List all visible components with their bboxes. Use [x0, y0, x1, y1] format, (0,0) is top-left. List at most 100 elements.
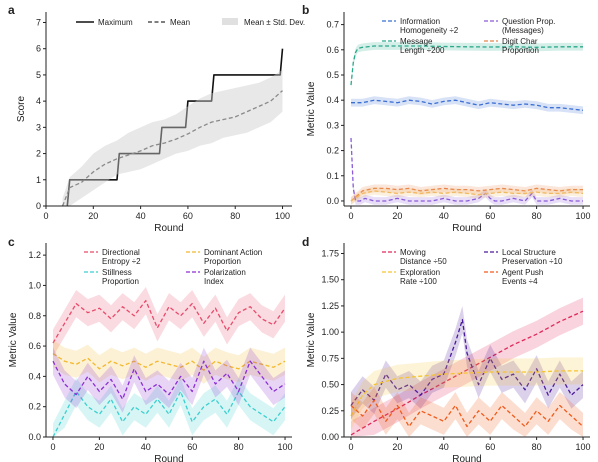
legend-label: Homogeneity ÷2 — [400, 26, 459, 35]
legend-swatch — [222, 18, 238, 25]
y-tick-label: 2 — [36, 149, 41, 159]
y-tick-label: 3 — [36, 122, 41, 132]
y-tick-label: 1.25 — [321, 301, 339, 311]
panel-d: d 0 20 40 60 80 100 0.00 0.25 0.50 0.75 1.00 1.25 1.5… — [302, 235, 591, 462]
series-band — [351, 134, 583, 205]
series-line — [66, 48, 284, 206]
series-line — [52, 299, 286, 344]
x-tick-label: 100 — [275, 211, 290, 221]
x-tick-label: 0 — [50, 442, 55, 452]
x-tick-label: 100 — [278, 442, 293, 452]
y-tick-label: 1.2 — [28, 250, 41, 260]
x-tick-label: 40 — [439, 442, 449, 452]
legend-label: Entropy ÷2 — [102, 257, 141, 266]
series-band — [53, 340, 285, 384]
x-tick-label: 100 — [576, 442, 591, 452]
legend-label: Information — [400, 17, 440, 26]
x-tick-label: 80 — [234, 442, 244, 452]
x-axis-label: Round — [154, 223, 183, 234]
series-line — [61, 90, 283, 206]
legend-label: Stillness — [102, 268, 132, 277]
legend-label: Proportion — [102, 277, 139, 286]
legend-label: Mean — [170, 18, 190, 27]
series-band — [53, 347, 285, 413]
series-line — [350, 137, 583, 202]
legend-label: Maximum — [98, 18, 133, 27]
panel-a: a 0 20 40 60 80 100 0 1 2 3 4 5 6 7 Round Score Maximum Me… — [8, 3, 305, 234]
x-tick-label: 20 — [392, 211, 402, 221]
x-tick-label: 0 — [348, 442, 353, 452]
x-tick-label: 60 — [183, 211, 193, 221]
y-tick-label: 0.3 — [326, 120, 339, 130]
y-tick-label: 0.00 — [321, 432, 339, 442]
plot-area — [350, 297, 584, 437]
y-tick-label: 0.1 — [326, 171, 339, 181]
x-axis-label: Round — [452, 454, 481, 462]
y-tick-label: 0.0 — [28, 432, 41, 442]
panel-c: c 0 20 40 60 80 100 0.0 0.2 0.4 0.6 0.8 1.0 1.2 Round M… — [8, 235, 293, 462]
legend-label: Message — [400, 37, 433, 46]
series-line — [350, 187, 583, 202]
legend-label: Local Structure — [502, 248, 556, 257]
series-band — [351, 187, 583, 205]
panel-b: b 0 20 40 60 80 100 0.0 0.1 0.2 0.3 0.4 0.5 0.6 0.7 Rou… — [302, 3, 591, 234]
y-tick-label: 4 — [36, 96, 41, 106]
legend-label: Dominant Action — [204, 248, 262, 257]
legend-label: (Messages) — [502, 26, 544, 35]
y-tick-label: 1.75 — [321, 248, 339, 258]
series-band — [53, 287, 285, 357]
x-tick-label: 60 — [485, 211, 495, 221]
x-tick-label: 20 — [88, 211, 98, 221]
y-tick-label: 0.2 — [326, 146, 339, 156]
plot-area — [350, 42, 584, 205]
series-line — [350, 190, 584, 202]
x-tick-label: 0 — [348, 211, 353, 221]
series-band — [351, 184, 583, 205]
panel-letter: b — [302, 3, 309, 17]
y-axis-label: Metric Value — [8, 312, 19, 367]
y-tick-label: 1 — [36, 175, 41, 185]
x-tick-label: 80 — [230, 211, 240, 221]
series-band — [351, 42, 583, 89]
series-band — [351, 386, 583, 437]
y-tick-label: 6 — [36, 44, 41, 54]
y-axis-label: Metric Value — [306, 81, 317, 136]
plot-area — [52, 287, 286, 437]
y-tick-label: 0.7 — [326, 20, 339, 30]
series-band — [351, 306, 583, 420]
y-axis-label: Score — [16, 96, 27, 123]
x-tick-label: 40 — [136, 211, 146, 221]
legend-label: Distance ÷50 — [400, 257, 447, 266]
panel-letter: d — [302, 235, 309, 249]
y-tick-label: 7 — [36, 17, 41, 27]
x-tick-label: 100 — [576, 211, 591, 221]
legend-label: Polarization — [204, 268, 246, 277]
y-tick-label: 0.2 — [28, 402, 41, 412]
legend-label: Mean ± Std. Dev. — [244, 18, 305, 27]
y-tick-label: 0.8 — [28, 311, 41, 321]
legend-label: Length ÷200 — [400, 46, 445, 55]
y-tick-label: 0.5 — [326, 70, 339, 80]
x-tick-label: 80 — [532, 211, 542, 221]
series-band — [53, 378, 285, 437]
y-tick-label: 1.50 — [321, 275, 339, 285]
x-tick-label: 80 — [532, 442, 542, 452]
y-tick-label: 0.25 — [321, 406, 339, 416]
series-line — [52, 390, 286, 437]
y-tick-label: 0 — [36, 201, 41, 211]
y-tick-label: 0.75 — [321, 353, 339, 363]
legend: Maximum Mean Mean ± Std. Dev. — [76, 18, 305, 27]
x-tick-label: 0 — [43, 211, 48, 221]
x-tick-label: 40 — [141, 442, 151, 452]
legend-label: Rate ÷100 — [400, 277, 437, 286]
series-line — [350, 310, 584, 436]
y-axis-label: Metric Value — [306, 312, 317, 367]
series-band — [351, 96, 583, 115]
legend-label: Exploration — [400, 268, 440, 277]
x-axis-label: Round — [452, 223, 481, 234]
y-tick-label: 0.4 — [326, 95, 339, 105]
x-axis-label: Round — [154, 454, 183, 462]
y-tick-label: 1.0 — [28, 280, 41, 290]
